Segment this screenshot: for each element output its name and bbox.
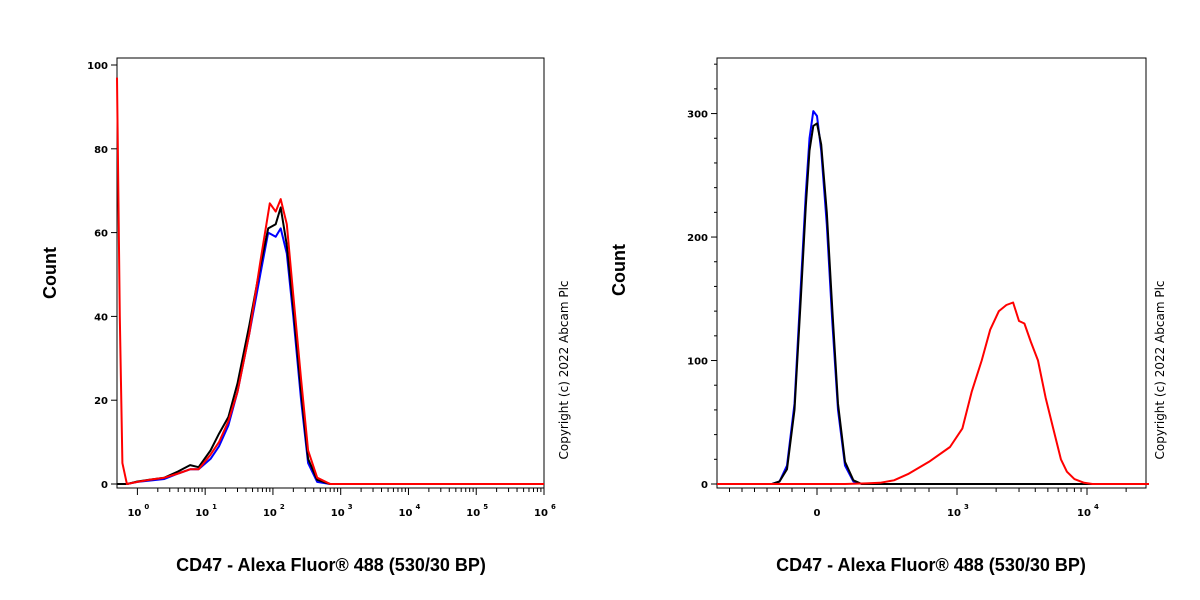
x-axis-title-left: CD47 - Alexa Fluor® 488 (530/30 BP): [176, 555, 486, 575]
x-tick-exponent: 4: [415, 503, 420, 511]
x-tick-exponent: 2: [280, 503, 285, 511]
y-tick-label: 100: [687, 357, 708, 368]
series-line-1: [717, 122, 1149, 485]
series-line-2: [717, 301, 1149, 485]
x-axis-title-right: CD47 - Alexa Fluor® 488 (530/30 BP): [776, 555, 1086, 575]
x-tick-exponent: 3: [348, 503, 353, 511]
x-tick-label: 10: [127, 508, 141, 519]
x-tick-label: 10: [263, 508, 277, 519]
x-tick-exponent: 0: [144, 503, 149, 511]
y-tick-label: 20: [94, 396, 108, 407]
x-tick-exponent: 3: [964, 503, 969, 511]
y-tick-label: 300: [687, 110, 708, 121]
y-axis-title-left: Count: [40, 247, 60, 299]
series-line-0: [717, 110, 1149, 485]
plot-frame-right: [716, 57, 1147, 489]
x-tick-exponent: 5: [483, 503, 488, 511]
x-tick-exponent: 4: [1094, 503, 1099, 511]
series-line-1: [117, 206, 544, 485]
x-tick-label: 10: [466, 508, 480, 519]
series-group-left: [116, 77, 544, 485]
y-tick-label: 200: [687, 233, 708, 244]
x-tick-exponent: 6: [551, 503, 556, 511]
y-tick-label: 80: [94, 145, 108, 156]
x-tick-exponent: 1: [212, 503, 217, 511]
x-tick-label: 10: [331, 508, 345, 519]
series-line-0: [117, 227, 544, 485]
x-tick-label: 10: [399, 508, 413, 519]
y-tick-label: 100: [87, 61, 108, 72]
x-tick-label: 10: [195, 508, 209, 519]
y-axis-title-right: Count: [609, 244, 629, 296]
y-tick-label: 0: [701, 480, 708, 491]
series-group-right: [717, 110, 1149, 485]
x-tick-label: 0: [814, 508, 821, 519]
plot-frame-left: [116, 57, 545, 489]
series-line-2: [116, 77, 544, 485]
x-tick-label: 10: [947, 508, 961, 519]
x-tick-label: 10: [1077, 508, 1091, 519]
y-tick-label: 40: [94, 312, 108, 323]
y-tick-label: 60: [94, 229, 108, 240]
copyright-right: Copyright (c) 2022 Abcam Plc: [1153, 280, 1167, 459]
y-tick-label: 0: [101, 480, 108, 491]
copyright-left: Copyright (c) 2022 Abcam Plc: [557, 280, 571, 459]
x-tick-label: 10: [534, 508, 548, 519]
